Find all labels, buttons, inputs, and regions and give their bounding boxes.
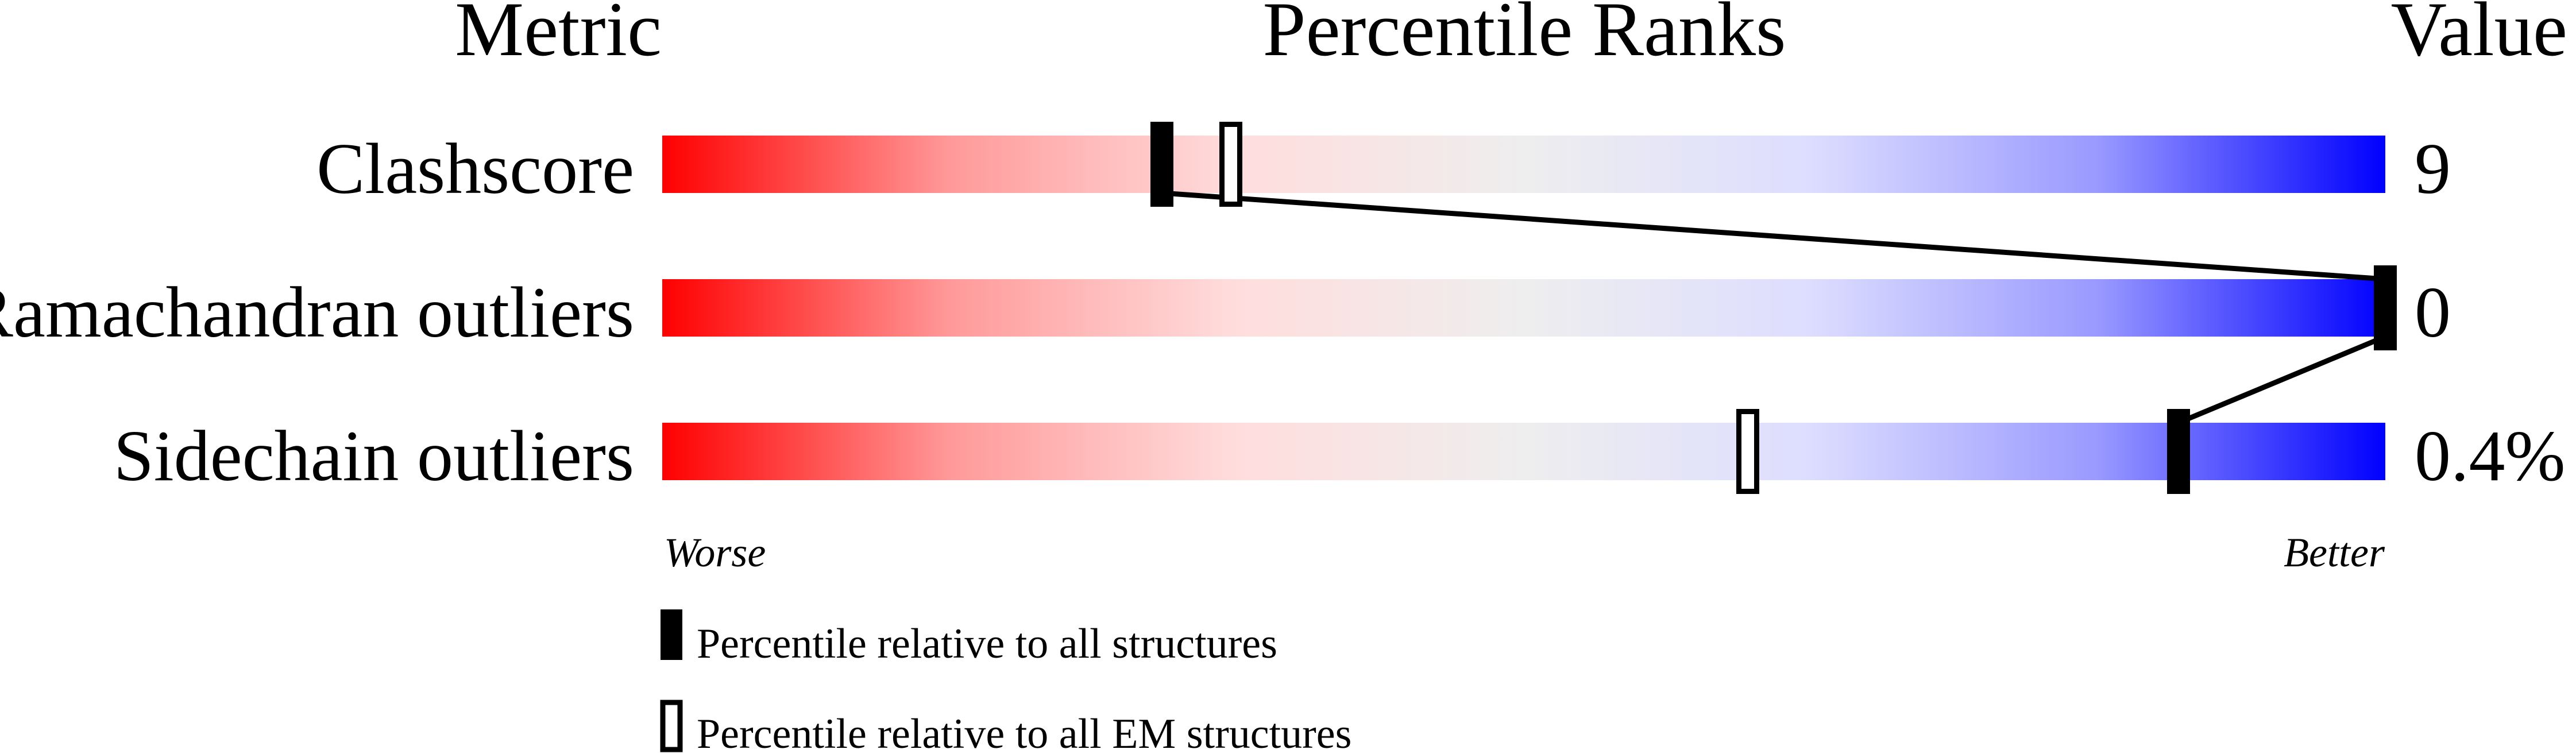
legend-label-all: Percentile relative to all structures [697,620,1277,667]
percentile-connector-line [1161,190,2386,282]
metric-value: 0.4% [2415,416,2565,496]
metric-label: Sidechain outliers [114,416,634,496]
metric-label: Ramachandran outliers [0,273,634,353]
all-percentile-marker [1150,122,1173,207]
metric-value: 9 [2415,129,2451,209]
legend-hollow-marker [660,700,683,752]
header-metric: Metric [455,0,662,72]
legend-label-em: Percentile relative to all EM structures [697,710,1351,753]
legend-filled-marker [661,609,682,660]
percentile-bar [662,279,2385,337]
em-percentile-marker [1219,122,1242,207]
percentile-bar [662,423,2385,480]
all-percentile-marker [2167,409,2190,494]
metric-label: Clashscore [316,129,634,209]
header-value: Value [2391,0,2567,72]
metric-value: 0 [2415,273,2451,353]
all-percentile-marker [2374,265,2397,350]
percentile-connector-line [2177,334,2386,426]
percentile-bar [662,136,2385,193]
better-label: Better [2284,530,2385,576]
header-percentile-ranks: Percentile Ranks [1263,0,1786,72]
em-percentile-marker [1736,409,1759,494]
worse-label: Worse [664,530,766,576]
